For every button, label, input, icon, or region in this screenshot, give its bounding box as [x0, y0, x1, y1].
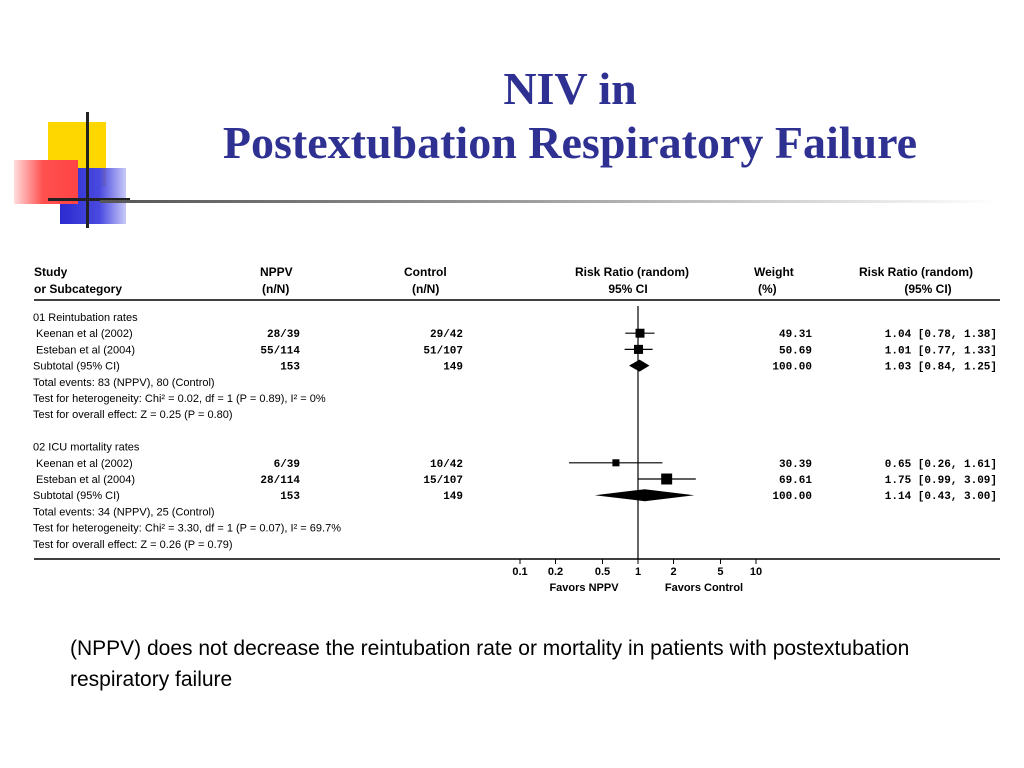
nppv-value: 6/39 [274, 459, 300, 471]
row-label: 01 Reintubation rates [33, 312, 138, 324]
study-marker [633, 344, 644, 354]
favors-left-label: Favors NPPV [549, 582, 619, 594]
ci-text: 1.03 [0.84, 1.25] [885, 362, 997, 374]
slide-caption: (NPPV) does not decrease the reintubatio… [70, 637, 910, 691]
weight-value: 50.69 [779, 345, 812, 357]
ci-text: 1.01 [0.77, 1.33] [885, 345, 997, 357]
axis-tick-label: 10 [750, 566, 762, 578]
header-nppv: NPPV [260, 265, 293, 279]
row-label: Test for overall effect: Z = 0.25 (P = 0… [33, 409, 233, 421]
header-ci: 95% CI [608, 282, 647, 296]
axis-tick-label: 1 [635, 566, 641, 578]
control-value: 149 [443, 362, 463, 374]
row-label: Total events: 34 (NPPV), 25 (Control) [33, 506, 215, 518]
study-marker [612, 459, 620, 467]
subtotal-diamond [629, 359, 650, 372]
subtotal-label: Subtotal (95% CI) [33, 490, 120, 502]
header-weight-unit: (%) [758, 282, 777, 296]
header-risk-ratio-text: Risk Ratio (random) [859, 265, 973, 279]
nppv-value: 153 [280, 362, 300, 374]
row-label: 02 ICU mortality rates [33, 442, 140, 454]
axis-tick-label: 5 [717, 566, 723, 578]
nppv-value: 28/114 [260, 475, 300, 487]
control-value: 51/107 [423, 345, 463, 357]
axis-tick-label: 0.2 [548, 566, 563, 578]
nppv-value: 28/39 [267, 329, 300, 341]
subtotal-diamond [594, 489, 695, 502]
study-marker [635, 328, 645, 338]
row-label: Test for overall effect: Z = 0.26 (P = 0… [33, 539, 233, 551]
row-label: Total events: 83 (NPPV), 80 (Control) [33, 377, 215, 389]
favors-right-label: Favors Control [665, 582, 743, 594]
axis-tick-label: 0.1 [512, 566, 527, 578]
ci-text: 1.75 [0.99, 3.09] [885, 475, 997, 487]
ci-text: 1.14 [0.43, 3.00] [885, 491, 997, 503]
header-study: Study [34, 265, 68, 279]
header-control-n: (n/N) [412, 282, 439, 296]
nppv-value: 153 [280, 491, 300, 503]
study-label: Esteban et al (2004) [36, 344, 135, 356]
study-label: Keenan et al (2002) [36, 328, 133, 340]
deco-vertical-line [86, 112, 89, 228]
header-risk-ratio: Risk Ratio (random) [575, 265, 689, 279]
title-rule [100, 200, 1000, 203]
study-label: Keenan et al (2002) [36, 458, 133, 470]
row-label: Test for heterogeneity: Chi² = 0.02, df … [33, 393, 326, 405]
weight-value: 100.00 [772, 362, 812, 374]
deco-horizontal-line [48, 198, 130, 201]
study-marker [661, 473, 673, 485]
nppv-value: 55/114 [260, 345, 300, 357]
header-control: Control [404, 265, 447, 279]
subtotal-label: Subtotal (95% CI) [33, 361, 120, 373]
study-label: Esteban et al (2004) [36, 474, 135, 486]
control-value: 149 [443, 491, 463, 503]
control-value: 29/42 [430, 329, 463, 341]
header-weight: Weight [754, 265, 794, 279]
title-line-1: NIV in [503, 63, 637, 114]
deco-red-square [14, 160, 78, 204]
title-line-2: Postextubation Respiratory Failure [222, 117, 918, 168]
axis-tick-label: 0.5 [595, 566, 610, 578]
ci-text: 0.65 [0.26, 1.61] [885, 459, 997, 471]
weight-value: 30.39 [779, 459, 812, 471]
header-subcategory: or Subcategory [34, 282, 122, 296]
weight-value: 49.31 [779, 329, 812, 341]
control-value: 10/42 [430, 459, 463, 471]
slide-title: NIV in Postextubation Respiratory Failur… [130, 62, 1010, 170]
forest-plot: Study or Subcategory NPPV (n/N) Control (n/N)… [33, 265, 1000, 594]
row-label: Test for heterogeneity: Chi² = 3.30, df … [33, 523, 341, 535]
header-nppv-n: (n/N) [262, 282, 289, 296]
weight-value: 100.00 [772, 491, 812, 503]
ci-text: 1.04 [0.78, 1.38] [885, 329, 997, 341]
axis-tick-label: 2 [670, 566, 676, 578]
control-value: 15/107 [423, 475, 463, 487]
weight-value: 69.61 [779, 475, 812, 487]
header-ci-text: (95% CI) [904, 282, 951, 296]
